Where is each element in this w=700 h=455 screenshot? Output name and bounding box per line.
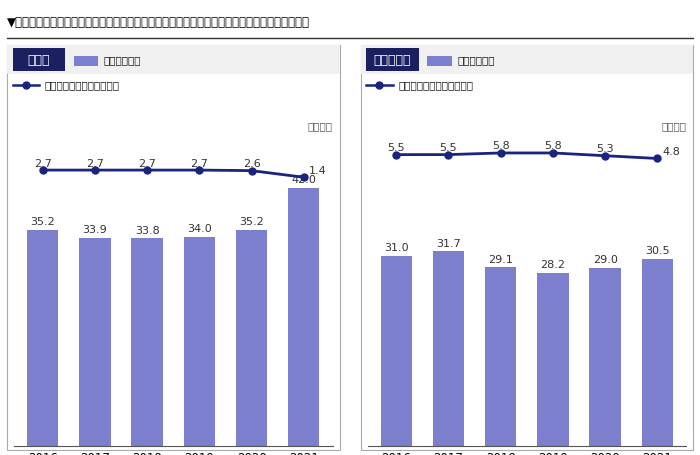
Text: 2.7: 2.7 bbox=[86, 158, 104, 168]
Text: 31.7: 31.7 bbox=[436, 238, 461, 248]
Text: 従来型: 従来型 bbox=[27, 54, 50, 66]
Text: 33.8: 33.8 bbox=[135, 225, 160, 235]
Text: 33.9: 33.9 bbox=[83, 225, 107, 235]
Bar bbox=[381, 256, 412, 446]
Text: 30.5: 30.5 bbox=[645, 245, 670, 255]
Text: 単位：％: 単位：％ bbox=[661, 121, 686, 131]
Bar bbox=[537, 273, 568, 446]
Text: 42.0: 42.0 bbox=[291, 175, 316, 185]
Text: 赤字施設割合: 赤字施設割合 bbox=[104, 56, 141, 65]
Text: 35.2: 35.2 bbox=[30, 217, 55, 227]
Text: サービス活動増減差額比率: サービス活動増減差額比率 bbox=[398, 81, 473, 90]
Text: ▼　特別養護老人ホームの赤字施設割合とサービス活動収益対サービス活動増減差額比率の推移: ▼ 特別養護老人ホームの赤字施設割合とサービス活動収益対サービス活動増減差額比率… bbox=[7, 16, 310, 29]
Text: 単位：％: 単位：％ bbox=[307, 121, 332, 131]
Bar bbox=[485, 268, 517, 446]
Bar bbox=[236, 230, 267, 446]
Text: 34.0: 34.0 bbox=[187, 224, 211, 234]
Text: 5.8: 5.8 bbox=[544, 141, 561, 151]
Text: 35.2: 35.2 bbox=[239, 217, 264, 227]
Bar bbox=[589, 268, 621, 446]
Text: 29.0: 29.0 bbox=[593, 255, 617, 265]
Bar bbox=[288, 189, 319, 446]
Text: 5.3: 5.3 bbox=[596, 144, 614, 154]
Bar bbox=[132, 239, 163, 446]
Text: 31.0: 31.0 bbox=[384, 243, 409, 253]
Bar bbox=[433, 252, 464, 446]
Text: 2.7: 2.7 bbox=[138, 158, 156, 168]
Bar bbox=[27, 230, 58, 446]
Bar bbox=[79, 238, 111, 446]
Text: サービス活動増減差額比率: サービス活動増減差額比率 bbox=[45, 81, 120, 90]
Bar bbox=[183, 238, 215, 446]
Text: 赤字施設割合: 赤字施設割合 bbox=[457, 56, 495, 65]
Text: 2.6: 2.6 bbox=[243, 159, 260, 169]
Text: 29.1: 29.1 bbox=[488, 254, 513, 264]
Text: ユニット型: ユニット型 bbox=[374, 54, 411, 66]
Text: 5.8: 5.8 bbox=[492, 141, 510, 151]
Text: 2.7: 2.7 bbox=[190, 158, 209, 168]
Text: 1.4: 1.4 bbox=[309, 166, 327, 176]
Text: 2.7: 2.7 bbox=[34, 158, 52, 168]
Text: 4.8: 4.8 bbox=[662, 147, 680, 157]
Text: 5.5: 5.5 bbox=[440, 143, 457, 153]
Bar bbox=[642, 259, 673, 446]
Text: 28.2: 28.2 bbox=[540, 259, 566, 269]
Text: 5.5: 5.5 bbox=[387, 143, 405, 153]
